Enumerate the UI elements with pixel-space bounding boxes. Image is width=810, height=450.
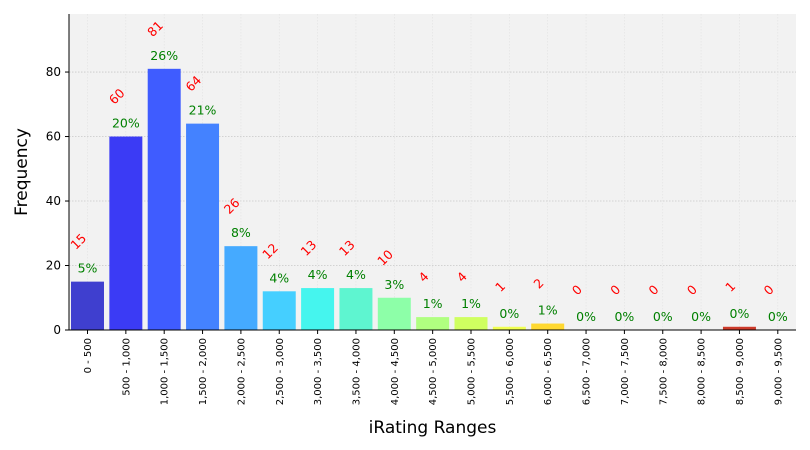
x-axis-title: iRating Ranges bbox=[369, 418, 497, 438]
x-tick-label: 7,000 - 7,500 bbox=[620, 338, 631, 405]
y-tick-label: 20 bbox=[46, 259, 61, 273]
y-tick-label: 0 bbox=[53, 323, 61, 337]
bar bbox=[147, 68, 181, 330]
percent-label: 0% bbox=[730, 306, 750, 321]
percent-label: 4% bbox=[308, 267, 328, 282]
x-tick-label: 3,000 - 3,500 bbox=[313, 338, 324, 405]
x-tick-label: 1,000 - 1,500 bbox=[160, 338, 171, 405]
x-tick-label: 6,500 - 7,000 bbox=[582, 338, 593, 405]
x-tick-label: 9,000 - 9,500 bbox=[773, 338, 784, 405]
bar bbox=[339, 288, 373, 330]
bar bbox=[224, 246, 258, 330]
bar bbox=[301, 288, 335, 330]
bar bbox=[416, 317, 450, 330]
x-tick-label: 2,000 - 2,500 bbox=[236, 338, 247, 405]
x-tick-label: 2,500 - 3,000 bbox=[275, 338, 286, 405]
y-tick-label: 80 bbox=[46, 65, 61, 79]
bar bbox=[492, 326, 526, 330]
bar bbox=[454, 317, 488, 330]
percent-label: 0% bbox=[691, 309, 711, 324]
x-tick-label: 4,000 - 4,500 bbox=[390, 338, 401, 405]
y-tick-label: 40 bbox=[46, 194, 61, 208]
x-tick-label: 1,500 - 2,000 bbox=[198, 338, 209, 405]
bar bbox=[109, 136, 143, 330]
percent-label: 0% bbox=[614, 309, 634, 324]
bar bbox=[377, 297, 411, 330]
percent-label: 4% bbox=[346, 267, 366, 282]
bar bbox=[186, 123, 220, 330]
percent-label: 4% bbox=[269, 270, 289, 285]
bar bbox=[531, 323, 565, 330]
bars bbox=[71, 68, 756, 330]
y-tick-label: 60 bbox=[46, 130, 61, 144]
percent-label: 1% bbox=[461, 296, 481, 311]
x-tick-label: 8,000 - 8,500 bbox=[697, 338, 708, 405]
percent-label: 20% bbox=[112, 116, 140, 131]
percent-label: 0% bbox=[653, 309, 673, 324]
bar bbox=[262, 291, 296, 330]
percent-label: 5% bbox=[78, 261, 98, 276]
percent-label: 1% bbox=[423, 296, 443, 311]
percent-label: 0% bbox=[768, 309, 788, 324]
percent-label: 0% bbox=[499, 306, 519, 321]
x-tick-label: 500 - 1,000 bbox=[121, 338, 132, 396]
x-tick-label: 0 - 500 bbox=[83, 338, 94, 373]
percent-label: 0% bbox=[576, 309, 596, 324]
percent-label: 8% bbox=[231, 225, 251, 240]
x-tick-label: 8,500 - 9,000 bbox=[735, 338, 746, 405]
x-tick-label: 3,500 - 4,000 bbox=[351, 338, 362, 405]
y-axis-title: Frequency bbox=[12, 128, 32, 216]
y-ticks: 0 20 40 60 80 bbox=[46, 65, 69, 337]
percent-label: 3% bbox=[384, 277, 404, 292]
percent-label: 21% bbox=[189, 103, 217, 118]
x-tick-label: 7,500 - 8,000 bbox=[658, 338, 669, 405]
x-tick-label: 6,000 - 6,500 bbox=[543, 338, 554, 405]
percent-labels: 5% 20% 26% 21% 8% 4% 4% 4% 3% 1% 1% 0% 1% 0% 0% 0% 0% 0% 0… bbox=[78, 48, 788, 324]
x-ticks: 0 - 500 500 - 1,000 1,000 - 1,500 1,500 - 2… bbox=[83, 330, 784, 405]
bar bbox=[71, 281, 104, 330]
x-tick-label: 4,500 - 5,000 bbox=[428, 338, 439, 405]
percent-label: 26% bbox=[150, 48, 178, 63]
percent-label: 1% bbox=[538, 303, 558, 318]
bar bbox=[722, 326, 756, 330]
x-tick-label: 5,000 - 5,500 bbox=[467, 338, 478, 405]
x-tick-label: 5,500 - 6,000 bbox=[505, 338, 516, 405]
